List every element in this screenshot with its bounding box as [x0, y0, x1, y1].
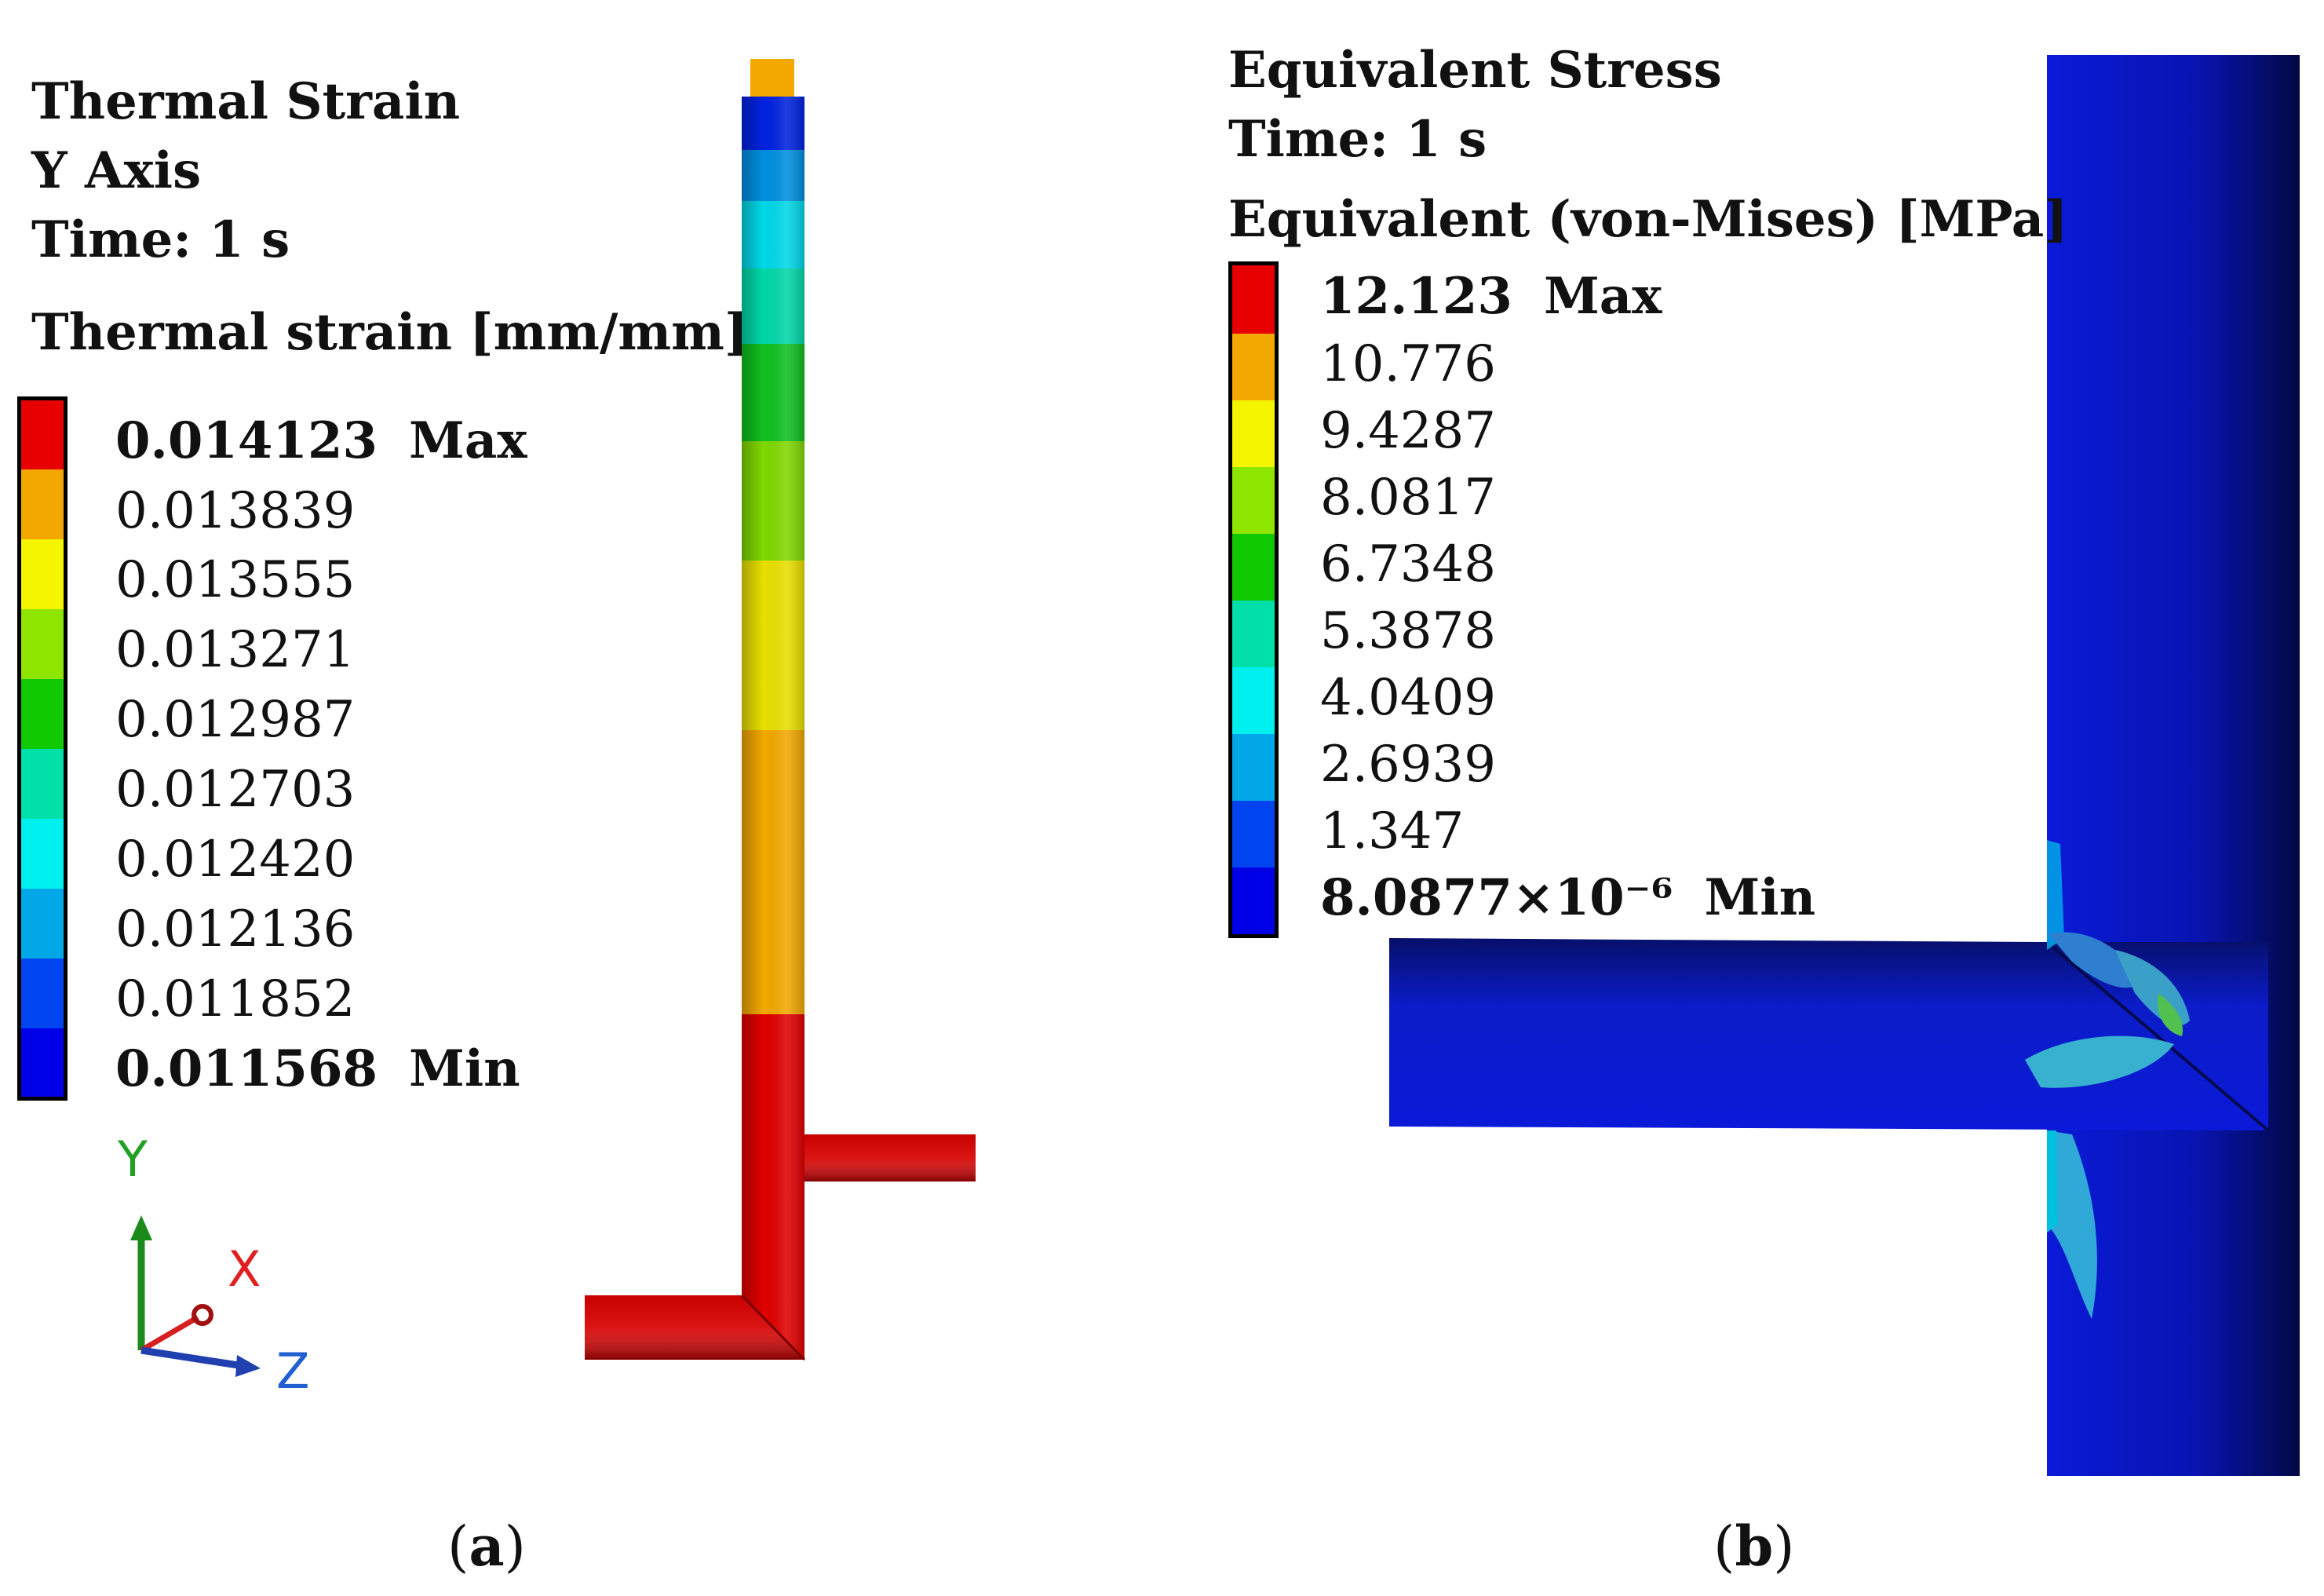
legend-value: 6.7348: [1320, 535, 1496, 593]
legend-value-max: 12.123 Max: [1320, 267, 1662, 326]
legend-swatch-1: [1228, 334, 1279, 400]
result-time: Time: 1 s: [31, 210, 290, 269]
legend-swatch-0: [17, 396, 67, 469]
legend-swatch-8: [1228, 801, 1279, 867]
legend-value-min: 0.011568 Min: [115, 1039, 520, 1098]
pipe-cap: [750, 59, 794, 97]
legend-swatch-2: [17, 539, 67, 609]
legend-swatch-7: [1228, 734, 1279, 801]
legend-value: 10.776: [1320, 335, 1496, 393]
triad-z-label: Z: [276, 1342, 310, 1400]
legend-swatch-6: [17, 819, 67, 889]
legend-value: 0.011852: [115, 970, 356, 1028]
legend-value: 2.6939: [1320, 736, 1496, 794]
panel-thermal-strain: Thermal Strain Y Axis Time: 1 s Thermal …: [17, 59, 976, 1579]
legend-value: 0.013839: [115, 482, 356, 540]
legend-swatch-7: [17, 889, 67, 959]
legend-swatch-0: [1228, 261, 1279, 334]
legend-swatch-5: [17, 749, 67, 819]
result-title: Equivalent Stress: [1228, 41, 1722, 100]
stress-contour: [2047, 840, 2064, 950]
legend-swatch-9: [17, 1028, 67, 1101]
stress-contour: [2047, 1130, 2058, 1233]
legend-swatch-3: [17, 609, 67, 679]
legend-swatch-4: [1228, 534, 1279, 601]
legend-value: 0.012703: [115, 761, 356, 819]
legend-value-min: 8.0877×10⁻⁶ Min: [1320, 868, 1816, 927]
legend-value: 0.012987: [115, 691, 356, 749]
legend-value: 8.0817: [1320, 469, 1496, 527]
panel-caption: (b): [1713, 1514, 1795, 1579]
stress-contour: [2158, 993, 2183, 1036]
legend-swatch-3: [1228, 467, 1279, 534]
stress-contour: [2025, 1035, 2174, 1088]
legend-value: 9.4287: [1320, 402, 1496, 460]
result-time: Time: 1 s: [1228, 110, 1487, 169]
result-axis: Y Axis: [31, 141, 202, 200]
legend-title: Equivalent (von-Mises) [MPa]: [1228, 190, 2068, 249]
legend-value: 0.012420: [115, 831, 356, 889]
legend-swatch-8: [17, 959, 67, 1028]
legend-swatch-9: [1228, 867, 1279, 938]
pipe-model-stress: [1389, 55, 2300, 1476]
stress-contour: [2049, 932, 2143, 988]
legend-swatch-6: [1228, 667, 1279, 734]
result-title: Thermal Strain: [31, 72, 461, 131]
stress-contour: [2047, 1130, 2097, 1319]
legend-title: Thermal strain [mm/mm]: [31, 303, 749, 362]
legend-swatch-1: [17, 469, 67, 539]
triad-x-label: X: [228, 1240, 261, 1298]
panel-equivalent-stress: Equivalent Stress Time: 1 s Equivalent (…: [1162, 0, 2324, 1596]
legend-value: 0.013271: [115, 621, 356, 679]
legend-swatch-5: [1228, 601, 1279, 667]
legend-value: 0.012136: [115, 900, 356, 959]
legend-value: 1.347: [1320, 802, 1465, 860]
pipe-model-thermal: [585, 59, 976, 1361]
legend-value: 0.013555: [115, 551, 356, 609]
legend-value: 5.3878: [1320, 602, 1496, 660]
legend-value: 4.0409: [1320, 669, 1496, 727]
legend-value-max: 0.014123 Max: [115, 411, 527, 470]
panel-caption: (a): [447, 1514, 526, 1579]
legend-swatch-4: [17, 679, 67, 749]
triad-y-label: Y: [118, 1130, 148, 1188]
coordinate-triad-icon: [130, 1215, 261, 1377]
legend-swatch-2: [1228, 400, 1279, 467]
